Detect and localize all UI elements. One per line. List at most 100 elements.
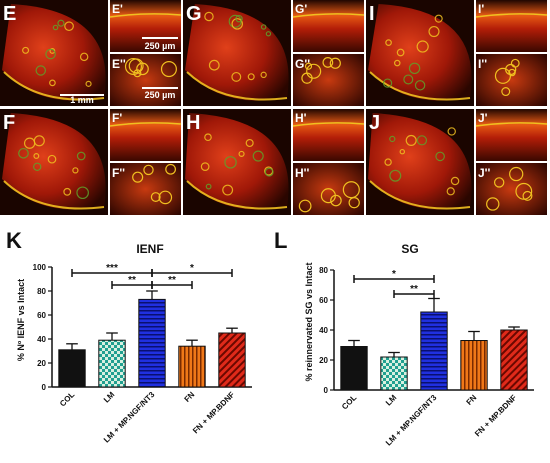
sweat-gland: [224, 156, 237, 169]
gland-cluster: [493, 177, 505, 188]
bar-col: [58, 349, 86, 388]
y-tick-label: 60: [319, 296, 328, 305]
epidermis-edge: [3, 180, 105, 210]
y-tick-label: 80: [319, 266, 328, 275]
bar-lm-mp-ngf-nt3: [138, 298, 166, 388]
sweat-gland: [382, 78, 393, 88]
sweat-gland: [450, 176, 460, 186]
gland-cluster: [132, 171, 144, 183]
panel-label: I: [369, 3, 375, 25]
sweat-gland: [35, 65, 46, 76]
gland-cluster: [128, 58, 144, 74]
sweat-gland: [33, 153, 40, 159]
x-category-label: FN + MP.BDNF: [191, 390, 236, 435]
panel-label: E: [3, 3, 16, 25]
epidermis-edge: [369, 180, 471, 210]
significance-label: *: [190, 263, 194, 274]
scale-bar-label: 1 mm: [70, 95, 94, 105]
bar-lm: [380, 356, 408, 391]
sweat-gland: [389, 169, 402, 182]
sweat-gland: [399, 148, 406, 155]
tissue-section: [368, 4, 472, 101]
significance-bracket: **: [111, 275, 153, 289]
sweat-gland: [405, 134, 417, 146]
sweat-gland: [389, 135, 396, 143]
gland-cluster: [501, 87, 511, 97]
fiber-line: [475, 13, 548, 18]
y-tick-label: 0: [42, 383, 47, 392]
x-category-label: FN: [183, 390, 197, 404]
significance-label: ***: [106, 263, 118, 274]
sweat-gland: [384, 158, 392, 166]
micrograph-panel-h: H H' H'': [183, 109, 365, 215]
panel-label: J: [369, 112, 380, 134]
sweat-gland: [23, 137, 36, 149]
inset-glands: [110, 54, 181, 106]
gland-cluster: [322, 57, 334, 68]
sweat-gland: [79, 52, 89, 62]
x-category-label: COL: [340, 393, 358, 411]
sweat-gland: [245, 138, 254, 148]
significance-bracket: **: [151, 275, 193, 289]
significance-bracket: *: [353, 269, 435, 283]
gland-cluster: [160, 61, 177, 78]
fiber-line: [292, 122, 365, 127]
bar-fn-mp-bdnf: [218, 332, 246, 388]
y-tick-label: 60: [37, 311, 46, 320]
inset-label: G': [295, 2, 307, 16]
sweat-gland: [204, 133, 212, 142]
fiber-line: [292, 13, 365, 18]
sweat-gland: [205, 183, 212, 190]
gland-cluster: [165, 163, 177, 175]
sweat-gland: [231, 71, 242, 82]
gland-cluster: [304, 62, 313, 70]
inset-label: G'': [295, 57, 310, 71]
bar-fn-mp-bdnf: [500, 329, 528, 391]
micrograph-panel-f: F F' F'': [0, 109, 182, 215]
inset-epidermis: [476, 109, 547, 161]
sweat-gland: [447, 127, 456, 136]
inset-glands: [476, 163, 547, 215]
bar-lm-mp-ngf-nt3: [420, 311, 448, 391]
inset-label: I': [478, 2, 484, 16]
sweat-gland: [47, 154, 57, 164]
gland-cluster: [505, 63, 517, 76]
inset-label: H': [295, 111, 307, 125]
y-tick-label: 0: [324, 386, 329, 395]
sweat-gland: [260, 71, 267, 79]
significance-bracket: ***: [71, 263, 153, 277]
sweat-gland: [434, 14, 443, 23]
y-tick-label: 40: [319, 326, 328, 335]
inset-label: F': [112, 111, 122, 125]
sweat-gland: [428, 25, 440, 38]
significance-bracket: *: [151, 263, 233, 277]
sweat-gland: [64, 21, 74, 32]
inset-epidermis: [293, 109, 364, 161]
tissue-section: [185, 4, 289, 101]
significance-label: **: [128, 275, 136, 286]
x-category-label: LM: [384, 393, 399, 408]
inset-epidermis: [110, 109, 181, 161]
micrograph-montage: E E' E'' 1 mm 250 µm 250 µm F F' F'' G G' G'' H H' H''…: [0, 0, 550, 216]
significance-bracket: **: [393, 284, 435, 298]
sweat-gland: [200, 162, 210, 171]
micrograph-panel-i: I I' I'': [366, 0, 548, 106]
sweat-gland: [403, 74, 414, 85]
panel-label: G: [186, 3, 202, 25]
gland-cluster: [522, 190, 533, 201]
sweat-gland: [76, 186, 89, 200]
gland-cluster: [150, 192, 161, 202]
panel-label: H: [186, 112, 200, 134]
sweat-gland: [393, 59, 401, 67]
epidermis-edge: [369, 71, 471, 101]
epidermis-edge: [186, 71, 288, 101]
micrograph-panel-g: G G' G'': [183, 0, 365, 106]
epidermis-edge: [3, 71, 105, 101]
sweat-gland: [208, 59, 220, 71]
bar-lm: [98, 339, 126, 388]
x-category-label: FN + MP.BDNF: [473, 393, 518, 438]
panel-label: F: [3, 112, 15, 134]
y-tick-label: 100: [33, 263, 47, 272]
gland-cluster: [342, 181, 360, 199]
sweat-gland: [435, 151, 445, 162]
